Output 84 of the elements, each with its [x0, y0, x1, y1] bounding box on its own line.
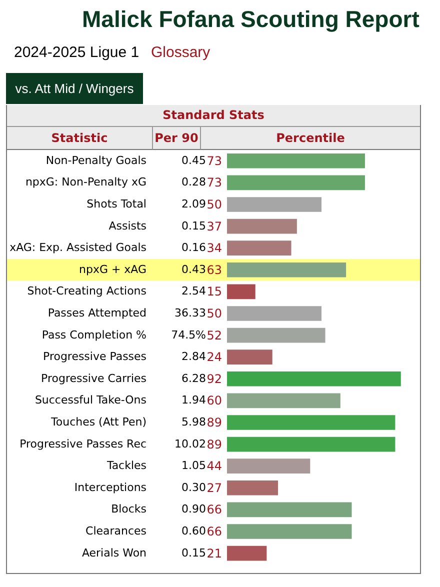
data-label: 89	[206, 415, 222, 430]
bar	[227, 350, 272, 365]
text: 2024-2025 Ligue 1	[14, 44, 140, 61]
data-label: 60	[206, 394, 222, 408]
bar	[227, 175, 365, 190]
bar	[227, 153, 365, 168]
y-tick-label: npxG: Non-Penalty xG	[25, 176, 146, 189]
y-tick-label: Clearances	[86, 524, 147, 538]
y-tick-label: Progressive Passes	[43, 350, 147, 364]
text: 2.54	[182, 284, 206, 298]
text: 2.84	[182, 350, 206, 364]
y-tick-label: Pass Completion %	[42, 328, 146, 342]
y-tick-label: Shots Total	[86, 198, 146, 210]
y-tick-label: Non-Penalty Goals	[46, 154, 147, 167]
data-label: 66	[206, 502, 222, 517]
data-label: 89	[206, 437, 222, 452]
text: 36.33	[174, 306, 206, 320]
bar	[227, 197, 322, 212]
bar	[227, 436, 396, 452]
y-tick-label: Successful Take-Ons	[34, 394, 147, 407]
data-label: 92	[206, 372, 222, 386]
bar	[227, 393, 340, 408]
text: 0.15	[182, 219, 206, 232]
data-label: 66	[206, 524, 222, 538]
y-tick-label: Passes Attempted	[48, 306, 146, 320]
bar	[227, 328, 326, 343]
y-tick-label: xAG: Exp. Assisted Goals	[10, 241, 147, 254]
text: 0.60	[182, 524, 206, 538]
text: 1.05	[182, 459, 206, 472]
data-label: 24	[206, 350, 222, 364]
data-label: 52	[206, 328, 222, 342]
bar	[227, 371, 401, 386]
data-label: 63	[206, 262, 222, 277]
data-label: 73	[206, 176, 222, 190]
text: 5.98	[182, 415, 206, 428]
text: vs. Att Mid / Wingers	[6, 73, 143, 104]
y-tick-label: Interceptions	[74, 480, 147, 494]
text: 0.15	[182, 546, 206, 560]
text: Percentile	[201, 127, 420, 150]
data-label: 15	[206, 284, 222, 299]
text: 0.90	[182, 502, 206, 516]
bar	[227, 306, 322, 321]
bar	[227, 458, 310, 474]
bar	[227, 218, 297, 234]
text: 6.28	[182, 372, 206, 385]
bar	[227, 524, 352, 539]
data-label: 50	[206, 306, 222, 320]
y-tick-label: Touches (Att Pen)	[50, 415, 146, 428]
data-label: 50	[206, 198, 222, 212]
chart-title: Malick Fofana Scouting Report	[82, 6, 420, 33]
data-label: 21	[206, 546, 222, 560]
text: 0.28	[182, 176, 206, 189]
text: 0.16	[182, 241, 206, 254]
y-tick-label: npxG + xAG	[79, 262, 146, 276]
text: 10.02	[174, 437, 206, 450]
data-label: 44	[206, 459, 222, 474]
y-tick-label: Progressive Carries	[41, 372, 147, 385]
text: Per 90	[153, 127, 201, 150]
text: Standard Stats	[7, 105, 420, 127]
y-tick-label: Assists	[108, 219, 147, 232]
text: 0.43	[182, 262, 206, 276]
text: 0.45	[182, 154, 206, 167]
y-tick-label: Tackles	[106, 459, 147, 472]
data-label: 27	[206, 480, 222, 495]
data-label: 37	[206, 219, 222, 234]
bar	[227, 502, 352, 518]
bar	[227, 415, 396, 430]
bar	[227, 240, 292, 256]
y-tick-label: Aerials Won	[82, 546, 147, 560]
text: 74.5%	[171, 328, 206, 342]
y-tick-label: Progressive Passes Rec	[20, 437, 146, 450]
y-tick-label: Shot-Creating Actions	[27, 284, 147, 298]
text: 0.30	[182, 480, 206, 494]
text: 2.09	[182, 198, 206, 210]
data-label: 34	[206, 241, 222, 256]
text: 1.94	[182, 394, 206, 407]
y-tick-label: Blocks	[111, 502, 147, 516]
bar	[227, 284, 256, 300]
bar	[227, 480, 278, 496]
bar	[227, 262, 346, 278]
bar	[227, 546, 267, 561]
text: Statistic	[7, 127, 153, 150]
text: Glossary	[151, 44, 210, 61]
data-label: 73	[206, 154, 222, 168]
